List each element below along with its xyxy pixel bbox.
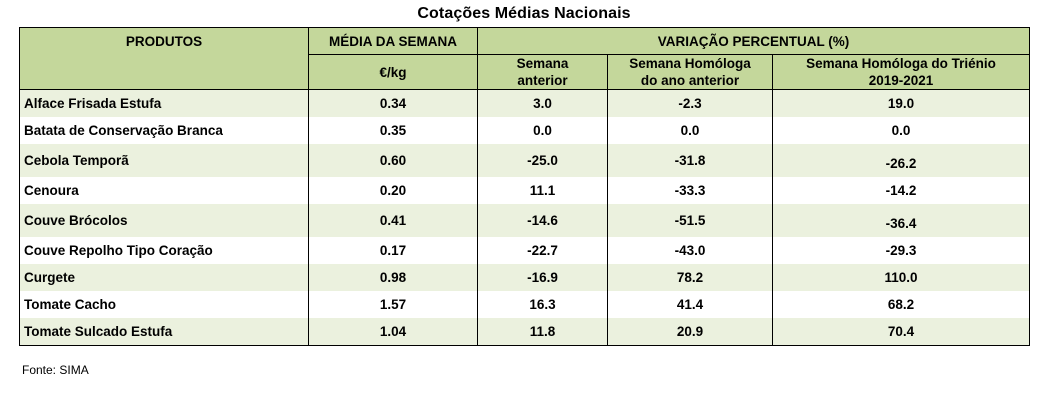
header-homologa-trienio: Semana Homóloga do Triénio 2019-2021 <box>772 54 1030 90</box>
table-row: Alface Frisada Estufa 0.34 3.0 -2.3 19.0 <box>19 89 1030 117</box>
cell-homologa-ano: -43.0 <box>607 237 773 264</box>
cell-homologa-trienio: 0.0 <box>772 117 1030 144</box>
cell-homologa-ano: 78.2 <box>607 264 773 291</box>
cell-semana-anterior: 11.8 <box>477 318 608 346</box>
cell-produto: Couve Brócolos <box>19 204 309 237</box>
cell-homologa-trienio: -14.2 <box>772 177 1030 204</box>
cell-produto: Tomate Sulcado Estufa <box>19 318 309 346</box>
cell-homologa-ano: -33.3 <box>607 177 773 204</box>
cell-semana-anterior: -14.6 <box>477 204 608 237</box>
cell-semana-anterior: 3.0 <box>477 89 608 117</box>
cell-homologa-ano: 41.4 <box>607 291 773 318</box>
cell-homologa-trienio: 70.4 <box>772 318 1030 346</box>
cell-semana-anterior: 16.3 <box>477 291 608 318</box>
header-media-semana: MÉDIA DA SEMANA <box>308 27 478 55</box>
cell-media: 0.35 <box>308 117 478 144</box>
header-homologa-trienio-line2: 2019-2021 <box>868 73 934 88</box>
cell-homologa-trienio: 19.0 <box>772 89 1030 117</box>
header-semana-anterior: Semana anterior <box>477 54 608 90</box>
header-homologa-ano-line1: Semana Homóloga <box>629 56 751 71</box>
cell-semana-anterior: 11.1 <box>477 177 608 204</box>
table-row: Batata de Conservação Branca 0.35 0.0 0.… <box>19 117 1030 144</box>
cell-media: 0.17 <box>308 237 478 264</box>
cell-media: 0.34 <box>308 89 478 117</box>
cell-homologa-trienio: -29.3 <box>772 237 1030 264</box>
header-unit: €/kg <box>308 54 478 90</box>
table-row: Cenoura 0.20 11.1 -33.3 -14.2 <box>19 177 1030 204</box>
header-homologa-ano: Semana Homóloga do ano anterior <box>607 54 773 90</box>
cell-homologa-ano: -31.8 <box>607 144 773 177</box>
table-row: Tomate Cacho 1.57 16.3 41.4 68.2 <box>19 291 1030 318</box>
source-note: Fonte: SIMA <box>22 363 89 377</box>
cell-homologa-ano: -2.3 <box>607 89 773 117</box>
header-variacao-percentual: VARIAÇÃO PERCENTUAL (%) <box>477 27 1030 55</box>
cell-produto: Cenoura <box>19 177 309 204</box>
table-row: Couve Repolho Tipo Coração 0.17 -22.7 -4… <box>19 237 1030 264</box>
cell-media: 0.41 <box>308 204 478 237</box>
cell-semana-anterior: -16.9 <box>477 264 608 291</box>
cell-semana-anterior: -25.0 <box>477 144 608 177</box>
cell-produto: Curgete <box>19 264 309 291</box>
cell-produto: Couve Repolho Tipo Coração <box>19 237 309 264</box>
header-semana-anterior-line2: anterior <box>517 73 568 88</box>
table-row: Curgete 0.98 -16.9 78.2 110.0 <box>19 264 1030 291</box>
header-homologa-ano-line2: do ano anterior <box>640 73 740 88</box>
cell-homologa-trienio: -36.4 <box>772 204 1030 237</box>
cell-homologa-trienio: 110.0 <box>772 264 1030 291</box>
cell-media: 1.57 <box>308 291 478 318</box>
cell-media: 0.20 <box>308 177 478 204</box>
table-row: Tomate Sulcado Estufa 1.04 11.8 20.9 70.… <box>19 318 1030 346</box>
header-homologa-trienio-line1: Semana Homóloga do Triénio <box>806 56 996 71</box>
table-title: Cotações Médias Nacionais <box>417 5 631 22</box>
cell-semana-anterior: 0.0 <box>477 117 608 144</box>
cell-homologa-ano: 0.0 <box>607 117 773 144</box>
cell-produto: Cebola Temporã <box>19 144 309 177</box>
cell-produto: Tomate Cacho <box>19 291 309 318</box>
cell-semana-anterior: -22.7 <box>477 237 608 264</box>
cell-media: 0.60 <box>308 144 478 177</box>
table-row: Cebola Temporã 0.60 -25.0 -31.8 -26.2 <box>19 144 1030 177</box>
cell-media: 0.98 <box>308 264 478 291</box>
table-row: Couve Brócolos 0.41 -14.6 -51.5 -36.4 <box>19 204 1030 237</box>
cell-homologa-trienio: -26.2 <box>772 144 1030 177</box>
cell-homologa-trienio: 68.2 <box>772 291 1030 318</box>
header-produtos: PRODUTOS <box>19 27 309 90</box>
cell-media: 1.04 <box>308 318 478 346</box>
cell-produto: Batata de Conservação Branca <box>19 117 309 144</box>
prices-table: PRODUTOS MÉDIA DA SEMANA VARIAÇÃO PERCEN… <box>19 27 1030 346</box>
header-semana-anterior-line1: Semana <box>516 56 569 71</box>
cell-homologa-ano: 20.9 <box>607 318 773 346</box>
cell-produto: Alface Frisada Estufa <box>19 89 309 117</box>
cell-homologa-ano: -51.5 <box>607 204 773 237</box>
